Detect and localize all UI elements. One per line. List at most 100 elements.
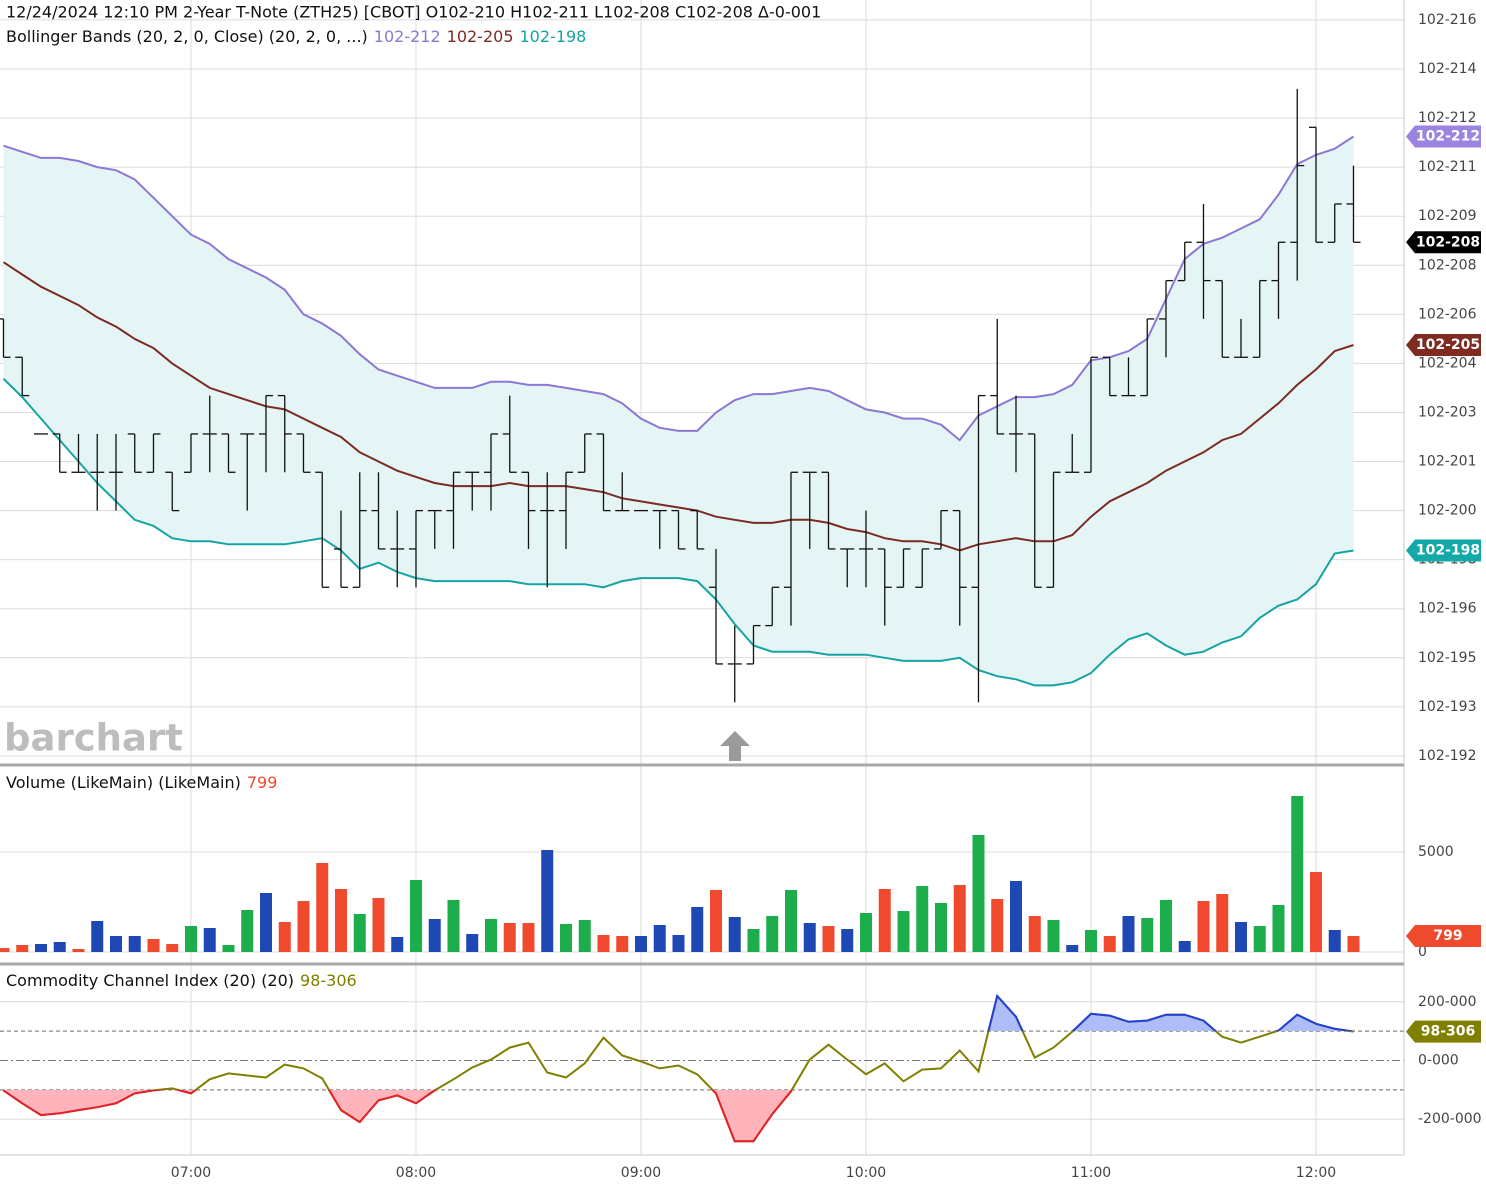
volume-bar <box>372 898 385 952</box>
y-tick-label: 0-000 <box>1418 1053 1459 1069</box>
volume-bar <box>466 934 479 952</box>
volume-bar <box>522 923 535 952</box>
volume-bar <box>0 948 10 952</box>
volume-bar <box>503 923 516 952</box>
x-tick-label: 09:00 <box>621 1165 661 1181</box>
volume-bar <box>203 928 216 952</box>
volume-bar <box>128 936 141 952</box>
legend-title: Volume (LikeMain) (LikeMain) <box>6 773 241 792</box>
price-badge <box>1406 231 1481 254</box>
watermark: barchart <box>4 717 183 760</box>
volume-bar <box>859 913 872 952</box>
x-tick-label: 07:00 <box>171 1165 211 1181</box>
grid-layer <box>0 0 1404 1155</box>
cci-legend: Commodity Channel Index (20) (20) 98-306 <box>6 971 357 990</box>
price-badge <box>1406 125 1481 148</box>
volume-bar <box>597 935 610 952</box>
badge-label: 102-205 <box>1416 337 1480 353</box>
volume-bar <box>691 907 704 952</box>
volume-bar <box>878 889 891 952</box>
volume-bar <box>1309 872 1322 952</box>
volume-bar <box>841 929 854 952</box>
y-tick-label: 102-212 <box>1418 110 1477 126</box>
volume-bar <box>1234 922 1247 952</box>
volume-bar <box>1272 905 1285 952</box>
legend-value: 102-205 <box>447 27 514 46</box>
badge-label: 102-212 <box>1416 128 1480 144</box>
volume-bar <box>1347 936 1360 952</box>
marks-layer <box>0 88 1361 1143</box>
band-line <box>2 377 1354 687</box>
volume-bar <box>728 917 741 952</box>
y-tick-label: 102-216 <box>1418 12 1477 28</box>
volume-bar <box>109 936 122 952</box>
volume-bar <box>72 949 85 952</box>
volume-bar <box>241 910 254 952</box>
badge-label: 98-306 <box>1421 1024 1476 1040</box>
y-tick-label: 102-214 <box>1418 61 1477 77</box>
volume-bar <box>53 942 66 952</box>
volume-bar <box>953 885 966 952</box>
y-tick-label: 102-193 <box>1418 699 1477 715</box>
volume-bar <box>297 901 310 952</box>
legend-title: Bollinger Bands (20, 2, 0, Close) (20, 2… <box>6 27 368 46</box>
volume-bar <box>803 923 816 952</box>
volume-bar <box>222 945 235 952</box>
x-tick-label: 11:00 <box>1071 1165 1111 1181</box>
y-tick-label: 102-201 <box>1418 454 1477 470</box>
volume-bar <box>353 914 366 952</box>
legend-value: 98-306 <box>300 971 357 990</box>
volume-bar <box>91 921 104 952</box>
volume-bar <box>672 935 685 952</box>
volume-bar <box>1028 916 1041 952</box>
volume-bar <box>709 890 722 952</box>
volume-bar <box>484 919 497 952</box>
y-tick-label: 102-211 <box>1418 159 1477 175</box>
volume-bar <box>409 880 422 952</box>
y-tick-label: 102-204 <box>1418 355 1477 371</box>
band-line <box>3 135 1355 442</box>
cci-fill-below <box>3 1089 1354 1142</box>
volume-bar <box>16 945 29 952</box>
badge-label: 799 <box>1433 928 1462 944</box>
volume-bar <box>316 863 329 952</box>
volume-bar <box>1047 920 1060 952</box>
x-tick-label: 08:00 <box>396 1165 436 1181</box>
volume-bar <box>334 889 347 952</box>
price-badge <box>1406 925 1481 948</box>
y-tick-label: 102-195 <box>1418 650 1477 666</box>
volume-bar <box>1103 936 1116 952</box>
volume-bar <box>1328 930 1341 952</box>
volume-bar <box>1291 796 1304 952</box>
volume-bar <box>784 890 797 952</box>
y-tick-label: 200-000 <box>1418 994 1477 1010</box>
legend-title: Commodity Channel Index (20) (20) <box>6 971 294 990</box>
volume-bar <box>1178 941 1191 952</box>
band-line <box>2 261 1354 552</box>
volume-bar <box>147 939 160 952</box>
legend-value: 102-212 <box>374 27 441 46</box>
cci-fill-above <box>3 995 1354 1032</box>
volume-bar <box>1141 918 1154 952</box>
volume-bar <box>541 850 554 952</box>
y-tick-label: 102-192 <box>1418 748 1477 764</box>
y-tick-label: 102-206 <box>1418 306 1477 322</box>
y-tick-label: 102-196 <box>1418 601 1477 617</box>
volume-bar <box>1216 894 1229 952</box>
volume-bar <box>916 886 929 952</box>
labels-layer: 07:00 08:00 09:00 10:00 11:00 12:00 102-216 102… <box>171 12 1482 1181</box>
volume-bar <box>166 944 179 952</box>
volume-bar <box>1159 900 1172 952</box>
price-badge <box>1406 334 1481 357</box>
volume-bar <box>1253 926 1266 952</box>
volume-bar <box>391 937 404 952</box>
volume-legend: Volume (LikeMain) (LikeMain) 799 <box>6 773 277 792</box>
volume-bar <box>259 893 272 952</box>
volume-bar <box>653 925 666 952</box>
chart-header: 12/24/2024 12:10 PM 2-Year T-Note (ZTH25… <box>6 3 821 22</box>
volume-bar <box>972 835 985 952</box>
badge-label: 102-198 <box>1416 542 1480 558</box>
price-badge <box>1406 1020 1481 1043</box>
volume-bar <box>766 916 779 952</box>
